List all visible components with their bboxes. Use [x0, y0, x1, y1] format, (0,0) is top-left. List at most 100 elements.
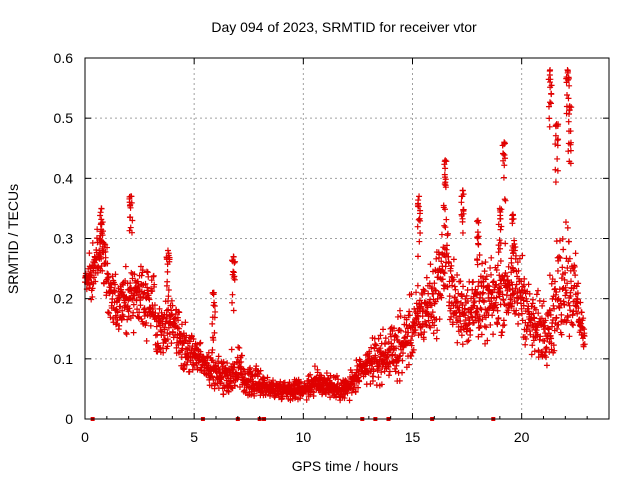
peak-point — [566, 82, 573, 89]
data-point — [131, 271, 138, 278]
peak-point — [564, 77, 571, 84]
data-point — [256, 371, 263, 378]
data-point — [569, 312, 576, 319]
data-point — [291, 395, 298, 402]
data-point — [327, 394, 334, 401]
data-point — [488, 254, 495, 261]
data-point — [550, 342, 557, 349]
data-point — [396, 307, 403, 314]
peak-point — [554, 155, 561, 162]
data-point — [450, 276, 457, 283]
data-point — [105, 309, 112, 316]
data-point — [562, 292, 569, 299]
data-point — [525, 322, 532, 329]
data-point — [482, 259, 489, 266]
peak-point — [497, 212, 504, 219]
data-point — [176, 309, 183, 316]
data-point — [452, 286, 459, 293]
data-point — [341, 395, 348, 402]
peak-point — [566, 103, 573, 110]
peak-point — [126, 214, 133, 221]
data-point — [447, 267, 454, 274]
x-tick-label: 15 — [405, 429, 421, 445]
data-point — [247, 368, 254, 375]
data-point — [355, 384, 362, 391]
data-point — [161, 326, 168, 333]
data-point — [553, 288, 560, 295]
data-point — [555, 321, 562, 328]
data-point — [412, 326, 419, 333]
peak-point — [547, 67, 554, 74]
data-point — [565, 299, 572, 306]
data-point — [415, 313, 422, 320]
data-point — [434, 327, 441, 334]
data-point — [225, 388, 232, 395]
data-point — [398, 346, 405, 353]
data-point — [160, 349, 167, 356]
data-point — [489, 279, 496, 286]
data-point — [184, 359, 191, 366]
data-point — [150, 272, 157, 279]
peak-point — [442, 206, 449, 213]
data-point — [164, 336, 171, 343]
data-point — [143, 268, 150, 275]
data-point — [440, 269, 447, 276]
data-point — [569, 321, 576, 328]
data-point — [505, 263, 512, 270]
data-point — [375, 374, 382, 381]
x-tick-label: 10 — [296, 429, 312, 445]
peak-point — [554, 137, 561, 144]
y-tick-label: 0.4 — [54, 170, 74, 186]
data-point — [124, 316, 131, 323]
data-point — [445, 253, 452, 260]
data-point — [553, 314, 560, 321]
y-tick-label: 0.2 — [54, 291, 74, 307]
data-point — [423, 322, 430, 329]
data-point — [413, 289, 420, 296]
peak-point — [554, 142, 561, 149]
data-point — [151, 302, 158, 309]
data-point — [534, 287, 541, 294]
peak-point — [497, 245, 504, 252]
data-point — [559, 235, 566, 242]
peak-point — [475, 278, 482, 285]
data-point — [414, 282, 421, 289]
data-point — [457, 318, 464, 325]
data-point — [475, 333, 482, 340]
data-point — [164, 343, 171, 350]
peak-point — [563, 74, 570, 81]
data-point — [152, 332, 159, 339]
data-point — [561, 276, 568, 283]
peak-point — [212, 308, 219, 315]
data-point — [147, 322, 154, 329]
data-point — [151, 281, 158, 288]
data-point — [130, 329, 137, 336]
data-point — [405, 361, 412, 368]
data-point — [572, 272, 579, 279]
data-point — [194, 341, 201, 348]
data-point — [571, 263, 578, 270]
data-point — [518, 310, 525, 317]
data-point — [511, 290, 518, 297]
data-point — [520, 302, 527, 309]
peak-point — [416, 210, 423, 217]
data-point — [580, 315, 587, 322]
data-point — [396, 353, 403, 360]
data-point — [409, 333, 416, 340]
data-point — [430, 330, 437, 337]
data-point — [409, 349, 416, 356]
data-point — [436, 316, 443, 323]
data-point — [444, 284, 451, 291]
peak-point — [509, 211, 516, 218]
data-point — [493, 267, 500, 274]
data-point — [393, 345, 400, 352]
data-point — [155, 312, 162, 319]
data-point — [530, 310, 537, 317]
data-point — [204, 354, 211, 361]
data-point — [408, 291, 415, 298]
data-point — [370, 373, 377, 380]
data-point — [415, 318, 422, 325]
data-point — [175, 325, 182, 332]
data-point — [169, 302, 176, 309]
data-point — [462, 312, 469, 319]
